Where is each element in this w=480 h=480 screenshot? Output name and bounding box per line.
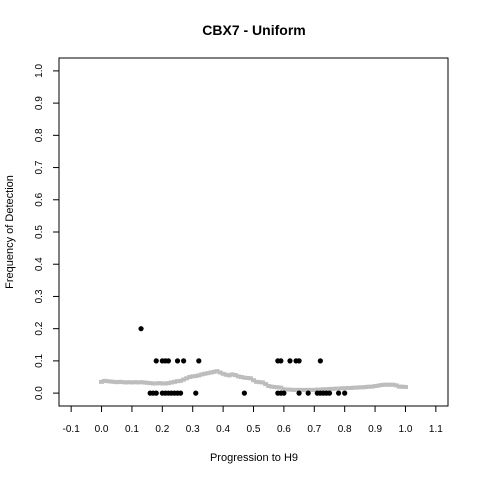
data-point	[154, 358, 159, 363]
y-tick-label: 0.9	[34, 96, 45, 110]
data-point	[178, 391, 183, 396]
x-tick-label: 0.2	[155, 424, 169, 435]
data-point	[287, 358, 292, 363]
y-tick-label: 0.5	[34, 225, 45, 239]
data-point	[154, 391, 159, 396]
data-point	[196, 358, 201, 363]
y-axis-label: Frequency of Detection	[4, 175, 16, 289]
y-tick-label: 0.7	[34, 160, 45, 174]
data-point	[278, 358, 283, 363]
x-tick-label: 0.6	[277, 424, 291, 435]
x-tick-label: 1.0	[399, 424, 413, 435]
data-point	[181, 358, 186, 363]
y-tick-label: 0.6	[34, 192, 45, 206]
data-point	[306, 391, 311, 396]
x-tick-label: 0.3	[186, 424, 200, 435]
x-tick-label: 1.1	[429, 424, 443, 435]
x-tick-label: -0.1	[63, 424, 81, 435]
x-tick-label: 0.7	[307, 424, 321, 435]
data-point	[296, 391, 301, 396]
data-point	[281, 391, 286, 396]
x-tick-label: 0.4	[216, 424, 230, 435]
y-tick-label: 0.4	[34, 257, 45, 271]
data-point	[166, 358, 171, 363]
y-tick-label: 1.0	[34, 64, 45, 78]
data-point	[138, 326, 143, 331]
data-point	[242, 391, 247, 396]
y-tick-label: 0.8	[34, 128, 45, 142]
y-tick-label: 0.3	[34, 289, 45, 303]
y-tick-label: 0.2	[34, 321, 45, 335]
x-tick-label: 0.1	[125, 424, 139, 435]
data-point	[175, 358, 180, 363]
x-tick-label: 0.0	[95, 424, 109, 435]
x-axis-label: Progression to H9	[210, 452, 298, 464]
data-point	[336, 391, 341, 396]
x-tick-label: 0.9	[368, 424, 382, 435]
data-point	[296, 358, 301, 363]
chart-title: CBX7 - Uniform	[202, 22, 305, 38]
data-point	[327, 391, 332, 396]
smooth-point	[403, 385, 408, 389]
y-tick-label: 0.0	[34, 386, 45, 400]
x-tick-label: 0.5	[247, 424, 261, 435]
data-point	[318, 358, 323, 363]
data-point	[193, 391, 198, 396]
data-point	[342, 391, 347, 396]
y-tick-label: 0.1	[34, 354, 45, 368]
x-tick-label: 0.8	[338, 424, 352, 435]
